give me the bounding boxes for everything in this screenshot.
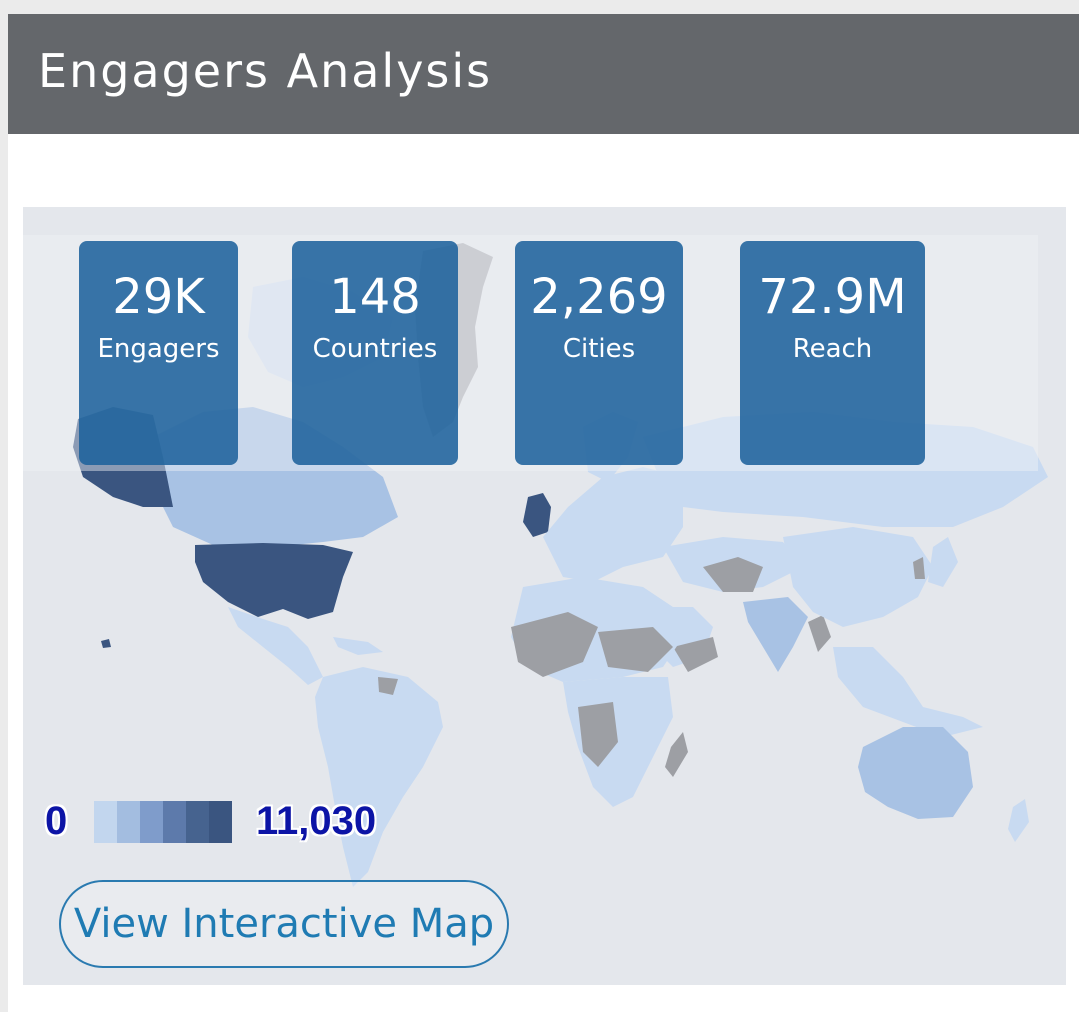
world-map-panel: 29K Engagers 148 Countries 2,269 Cities … (23, 207, 1066, 985)
card-title: Engagers Analysis (38, 44, 493, 98)
mexico (228, 607, 323, 685)
guyana-region (378, 677, 398, 695)
card-header: Engagers Analysis (8, 14, 1079, 134)
india (743, 597, 808, 672)
stat-value: 72.9M (758, 269, 907, 325)
stat-label: Reach (792, 334, 873, 364)
legend-swatch (117, 801, 140, 843)
legend-swatch (163, 801, 186, 843)
sahel (598, 627, 673, 672)
legend-color-scale (94, 801, 232, 843)
japan (928, 537, 958, 587)
stat-tile-countries: 148 Countries (292, 241, 458, 465)
south-america (315, 667, 443, 887)
hawaii (101, 639, 111, 648)
legend-max-label: 11,030 (256, 799, 377, 843)
china (783, 527, 933, 627)
europe (543, 467, 683, 582)
stat-label: Countries (312, 334, 438, 364)
stat-value: 29K (112, 269, 205, 325)
engagers-analysis-card: Engagers Analysis (8, 14, 1079, 1012)
stat-value: 2,269 (530, 269, 668, 325)
legend-swatch (186, 801, 209, 843)
stat-tile-reach: 72.9M Reach (740, 241, 925, 465)
madagascar (665, 732, 688, 777)
myanmar (808, 615, 831, 652)
legend-swatch (94, 801, 117, 843)
stat-tile-engagers: 29K Engagers (79, 241, 238, 465)
angola-region (578, 702, 618, 767)
yemen-oman (673, 637, 718, 672)
afghanistan-region (703, 557, 763, 592)
legend-swatch (140, 801, 163, 843)
legend-swatch (209, 801, 232, 843)
new-zealand (1008, 799, 1029, 842)
caribbean (333, 637, 383, 655)
legend-min-label: 0 (45, 799, 68, 843)
united-kingdom (523, 493, 551, 537)
southeast-asia (833, 647, 983, 737)
view-interactive-map-button[interactable]: View Interactive Map (59, 880, 509, 968)
australia (858, 727, 973, 819)
stat-tile-cities: 2,269 Cities (515, 241, 683, 465)
korea (913, 557, 925, 579)
united-states (195, 543, 353, 619)
west-africa (511, 612, 598, 677)
stat-label: Engagers (97, 334, 220, 364)
stat-value: 148 (329, 269, 421, 325)
stat-label: Cities (562, 334, 636, 364)
